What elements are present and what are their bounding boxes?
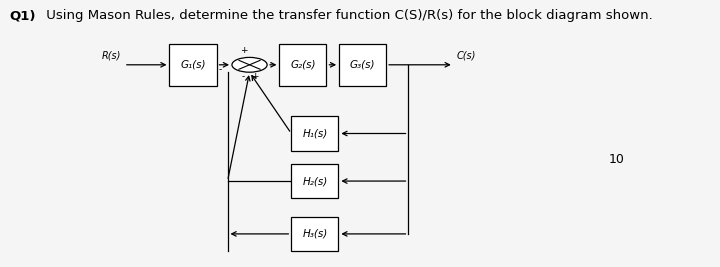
Text: C(s): C(s) [456,51,476,61]
Text: G₃(s): G₃(s) [350,60,375,70]
FancyBboxPatch shape [292,217,338,251]
Text: +: + [240,46,248,55]
FancyBboxPatch shape [279,44,326,86]
Text: +: + [251,72,258,81]
FancyBboxPatch shape [339,44,386,86]
Text: -: - [242,72,245,81]
Text: 10: 10 [608,154,624,166]
Text: Q1): Q1) [9,9,35,22]
Text: G₂(s): G₂(s) [290,60,315,70]
Text: Using Mason Rules, determine the transfer function C(S)/R(s) for the block diagr: Using Mason Rules, determine the transfe… [42,9,653,22]
FancyBboxPatch shape [292,116,338,151]
FancyBboxPatch shape [169,44,217,86]
Text: H₁(s): H₁(s) [302,128,328,139]
Text: G₁(s): G₁(s) [180,60,206,70]
Text: -: - [219,66,222,74]
Text: R(s): R(s) [102,51,122,61]
Text: H₃(s): H₃(s) [302,229,328,239]
Circle shape [232,57,267,72]
Text: H₂(s): H₂(s) [302,176,328,186]
FancyBboxPatch shape [292,164,338,198]
